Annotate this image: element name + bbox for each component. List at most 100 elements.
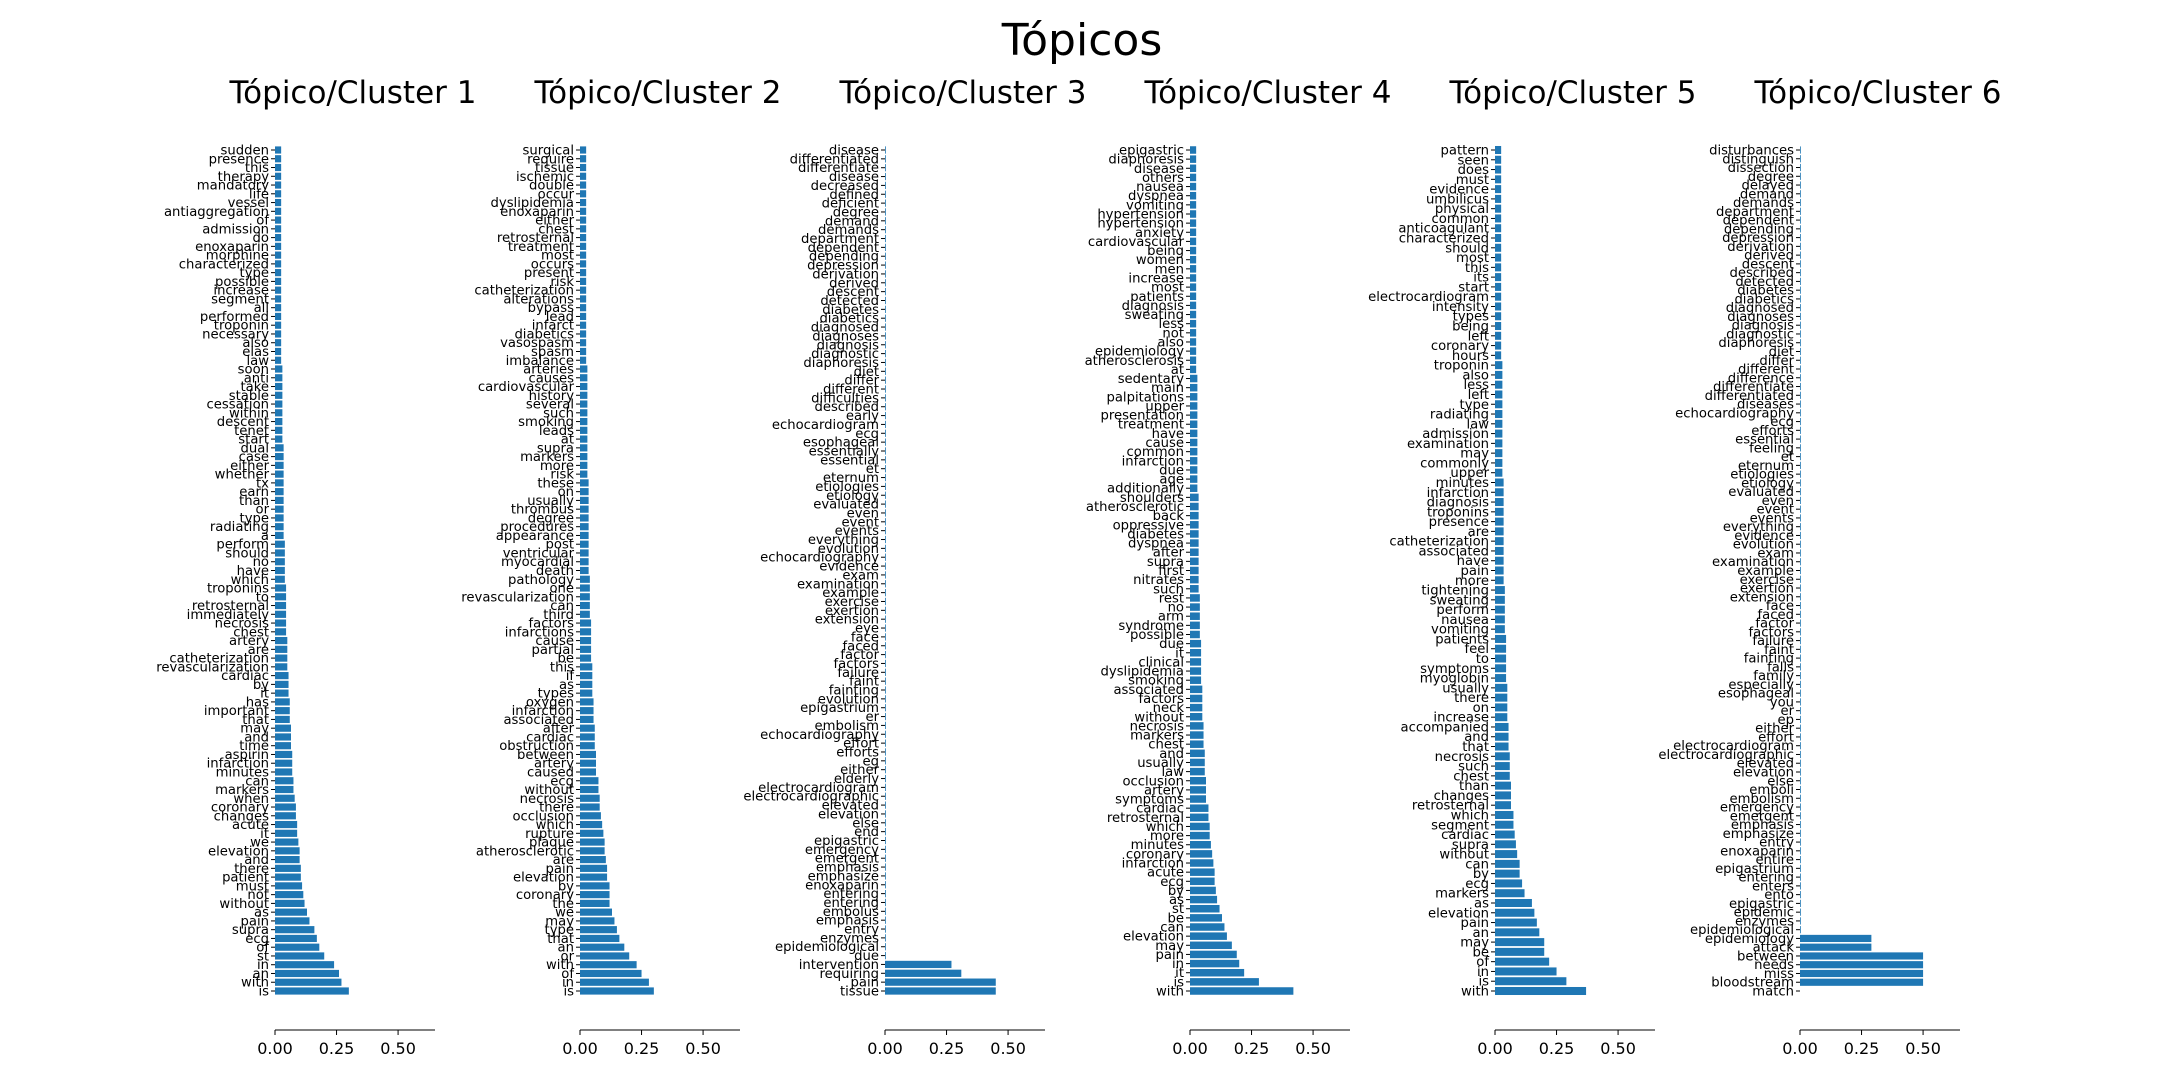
y-tick-label: therapy [218, 170, 270, 185]
bar [580, 838, 605, 846]
bar [1495, 664, 1507, 673]
y-tick-label: diabetes [822, 303, 879, 318]
y-tick-label: life [249, 187, 269, 202]
y-tick-label: coronary [516, 888, 574, 903]
y-tick-label: diaphoresis [803, 356, 879, 371]
bar [885, 624, 886, 632]
bar [1495, 410, 1503, 419]
y-tick-label: differ [844, 374, 879, 389]
y-tick-label: mandatory [197, 179, 269, 194]
bar [1800, 531, 1801, 540]
y-tick-label: symptoms [1420, 662, 1489, 677]
y-tick-label: oxygen [526, 695, 574, 710]
bar [1800, 488, 1801, 496]
bar [1495, 449, 1503, 458]
bar [580, 365, 588, 373]
y-tick-label: epidemiological [1690, 923, 1794, 938]
bar [275, 689, 289, 697]
y-tick-label: is [563, 985, 574, 1000]
panel-1: Tópico/Cluster 1 suddenpresencethistherap… [156, 75, 476, 1058]
y-tick-label: accompanied [1401, 720, 1489, 735]
y-tick-label: type [1460, 398, 1489, 413]
bar [580, 645, 592, 653]
y-tick-label: attack [1753, 941, 1795, 956]
bar [885, 473, 886, 482]
y-tick-label: death [536, 564, 574, 579]
y-tick-label: this [1465, 261, 1489, 276]
y-tick-label: differentiated [1705, 389, 1794, 404]
bar [580, 593, 590, 601]
y-tick-label: upper [1145, 399, 1184, 414]
y-tick-label: left [1468, 329, 1489, 344]
bar [885, 951, 886, 960]
bar [1800, 277, 1801, 285]
bar [275, 260, 282, 268]
y-tick-label: markers [1130, 729, 1184, 744]
bar [580, 304, 587, 312]
bar [1800, 417, 1801, 426]
y-tick-label: differentiate [1713, 380, 1794, 395]
y-tick-label: also [1462, 368, 1489, 383]
bar [885, 934, 886, 942]
y-tick-label: as [1474, 896, 1489, 911]
bar [275, 234, 282, 242]
y-tick-label: as [559, 678, 574, 693]
y-tick-label: evolution [818, 692, 879, 707]
bar [275, 558, 285, 566]
y-tick-label: electrocardiographic [1658, 748, 1794, 763]
y-tick-label: pain [1461, 916, 1489, 931]
bar [580, 654, 592, 662]
y-tick-label: an [558, 941, 574, 956]
bar [885, 677, 886, 685]
bar [580, 181, 587, 189]
bar [275, 347, 282, 356]
y-tick-label: with [546, 958, 574, 973]
y-tick-label: face [851, 630, 879, 645]
bar [580, 374, 588, 382]
bar [275, 566, 285, 575]
bar [1800, 619, 1801, 627]
bar [885, 429, 886, 437]
y-tick-label: echocardiogram [772, 418, 879, 433]
y-tick-label: by [1473, 867, 1489, 882]
bar [275, 146, 282, 154]
bar [275, 514, 284, 522]
y-tick-label: troponin [1434, 359, 1489, 374]
bar [1190, 530, 1199, 538]
bar [1800, 382, 1801, 391]
y-tick-label: it [260, 827, 269, 842]
y-tick-label: supra [232, 923, 269, 938]
bar [1800, 785, 1801, 794]
x-tick-label: 0.00 [257, 1039, 293, 1058]
bar [580, 829, 604, 837]
y-tick-label: we [555, 906, 574, 921]
y-tick-label: must [1456, 173, 1489, 188]
y-tick-label: factors [528, 617, 574, 632]
y-tick-label: bypass [528, 301, 574, 316]
bar [1800, 601, 1801, 610]
y-tick-label: being [1147, 244, 1184, 259]
bar [885, 438, 886, 446]
y-tick-label: ento [1764, 888, 1794, 903]
bar [885, 376, 886, 384]
bar [580, 768, 596, 776]
bar [580, 234, 587, 242]
y-tick-label: eternum [823, 471, 879, 486]
bar [580, 566, 589, 575]
bar [1190, 868, 1215, 876]
y-tick-label: stable [229, 389, 269, 404]
y-tick-label: difficulties [811, 391, 879, 406]
y-tick-label: diet [854, 365, 879, 380]
bar [1495, 439, 1503, 448]
bar [275, 724, 291, 732]
bar [1800, 198, 1801, 207]
bar [1800, 234, 1801, 242]
bar [275, 453, 284, 461]
bar [275, 619, 287, 627]
y-tick-label: disturbances [1709, 144, 1794, 159]
y-tick-label: diagnosed [1726, 301, 1794, 316]
bar [1495, 537, 1504, 546]
bar [1800, 242, 1801, 250]
y-tick-label: tenet [234, 424, 269, 439]
y-tick-label: epigastric [814, 834, 879, 849]
